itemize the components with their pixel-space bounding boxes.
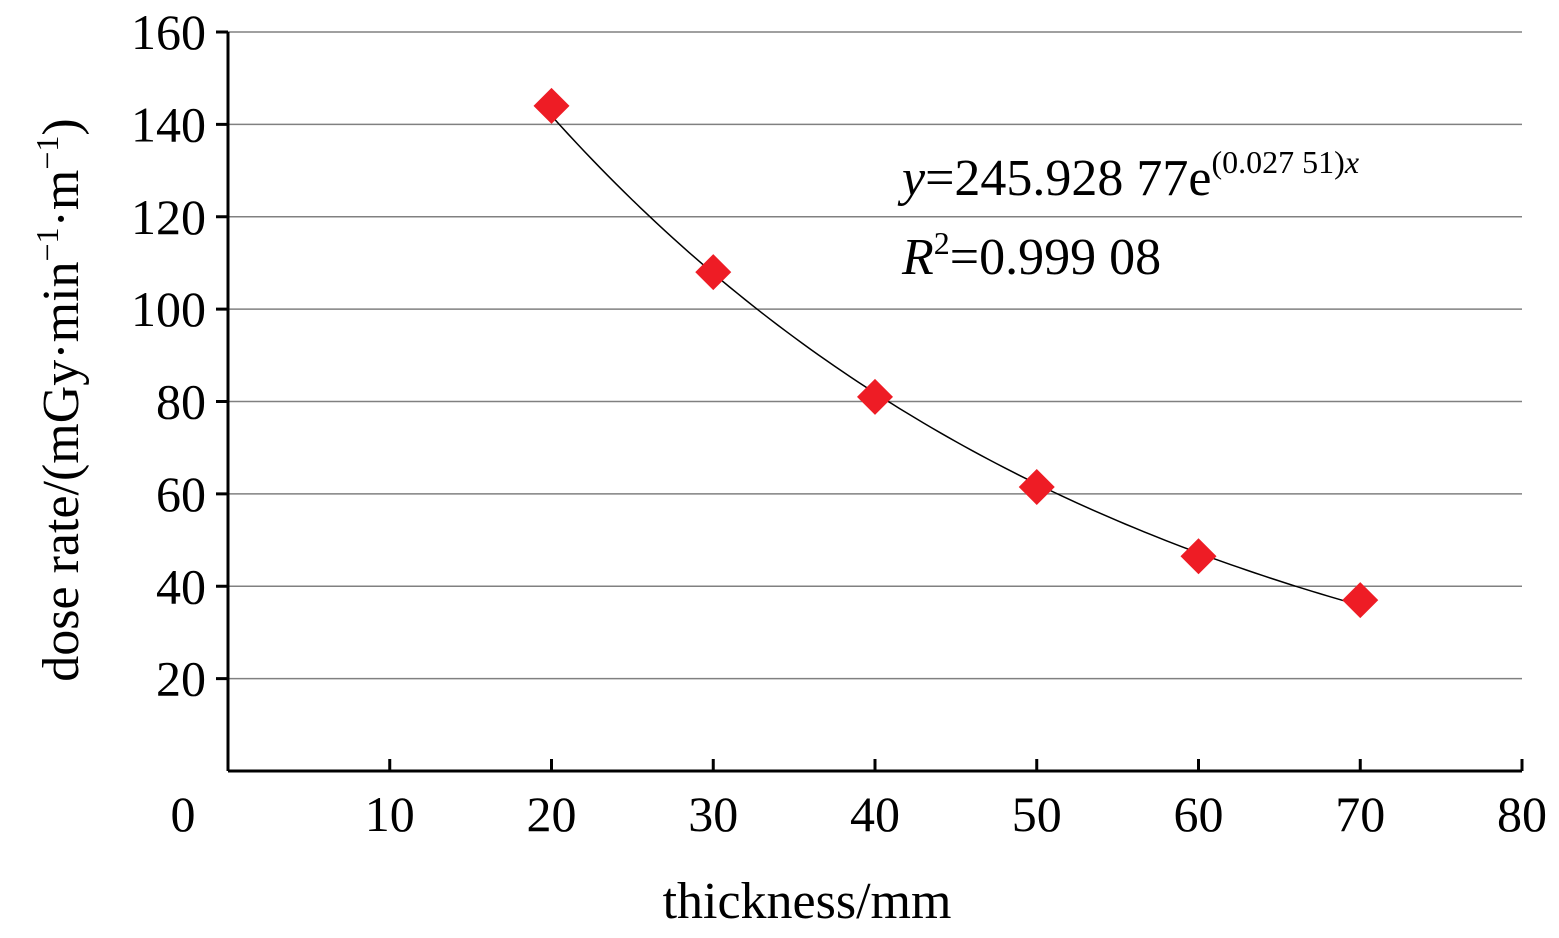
- equation-y-var: y: [897, 150, 926, 207]
- tick-labels: 20 40 60 80 100 120 140 160 0 10 20 30 40 50 60 70 80: [131, 4, 1547, 842]
- y-tick-label-20: 20: [156, 651, 206, 707]
- x-tick-label-0: 0: [171, 786, 196, 842]
- equation-exponent: (0.027 51): [1212, 144, 1345, 180]
- y-axis-title-middle: ·m: [33, 170, 90, 228]
- x-tick-label-30: 30: [688, 786, 738, 842]
- data-point-70: [1342, 582, 1379, 619]
- trendline-curve: [550, 115, 1361, 607]
- y-tick-label-160: 160: [131, 4, 206, 60]
- r-squared-value: =0.999 08: [950, 229, 1161, 286]
- r-squared-r-var: R: [901, 229, 934, 286]
- axes: [216, 30, 1524, 773]
- y-axis-title: dose rate/(mGy·min−1·m−1): [29, 118, 90, 681]
- data-point-20: [533, 87, 570, 124]
- r-squared-power: 2: [934, 225, 950, 261]
- y-tick-label-80: 80: [156, 374, 206, 430]
- data-point-50: [1018, 468, 1055, 505]
- r-squared-label: R2=0.999 08: [901, 225, 1161, 286]
- data-point-40: [857, 378, 893, 415]
- x-tick-label-70: 70: [1335, 786, 1385, 842]
- x-tick-label-60: 60: [1174, 786, 1224, 842]
- equation-coefficient: =245.928 77e: [925, 150, 1211, 207]
- y-tick-label-100: 100: [131, 281, 206, 337]
- x-tick-label-10: 10: [365, 786, 415, 842]
- x-tick-label-80: 80: [1497, 786, 1547, 842]
- equation-exponent-var: x: [1344, 144, 1359, 180]
- grid-lines: [228, 31, 1522, 680]
- x-tick-label-40: 40: [850, 786, 900, 842]
- y-axis-title-sup2: −1: [29, 136, 65, 170]
- y-tick-label-40: 40: [156, 558, 206, 614]
- x-tick-label-20: 20: [527, 786, 577, 842]
- y-axis-title-prefix: dose rate/(mGy·min: [33, 261, 90, 681]
- y-tick-label-140: 140: [131, 96, 206, 152]
- data-points: [533, 87, 1379, 619]
- data-point-30: [695, 254, 732, 291]
- x-tick-label-50: 50: [1012, 786, 1062, 842]
- trendline-equation: y=245.928 77e(0.027 51)x: [897, 144, 1359, 207]
- y-axis-title-suffix: ): [33, 118, 90, 135]
- x-axis-title: thickness/mm: [663, 873, 952, 930]
- y-axis-title-sup1: −1: [29, 227, 65, 261]
- y-tick-label-120: 120: [131, 189, 206, 245]
- data-point-60: [1180, 538, 1217, 575]
- y-tick-label-60: 60: [156, 466, 206, 522]
